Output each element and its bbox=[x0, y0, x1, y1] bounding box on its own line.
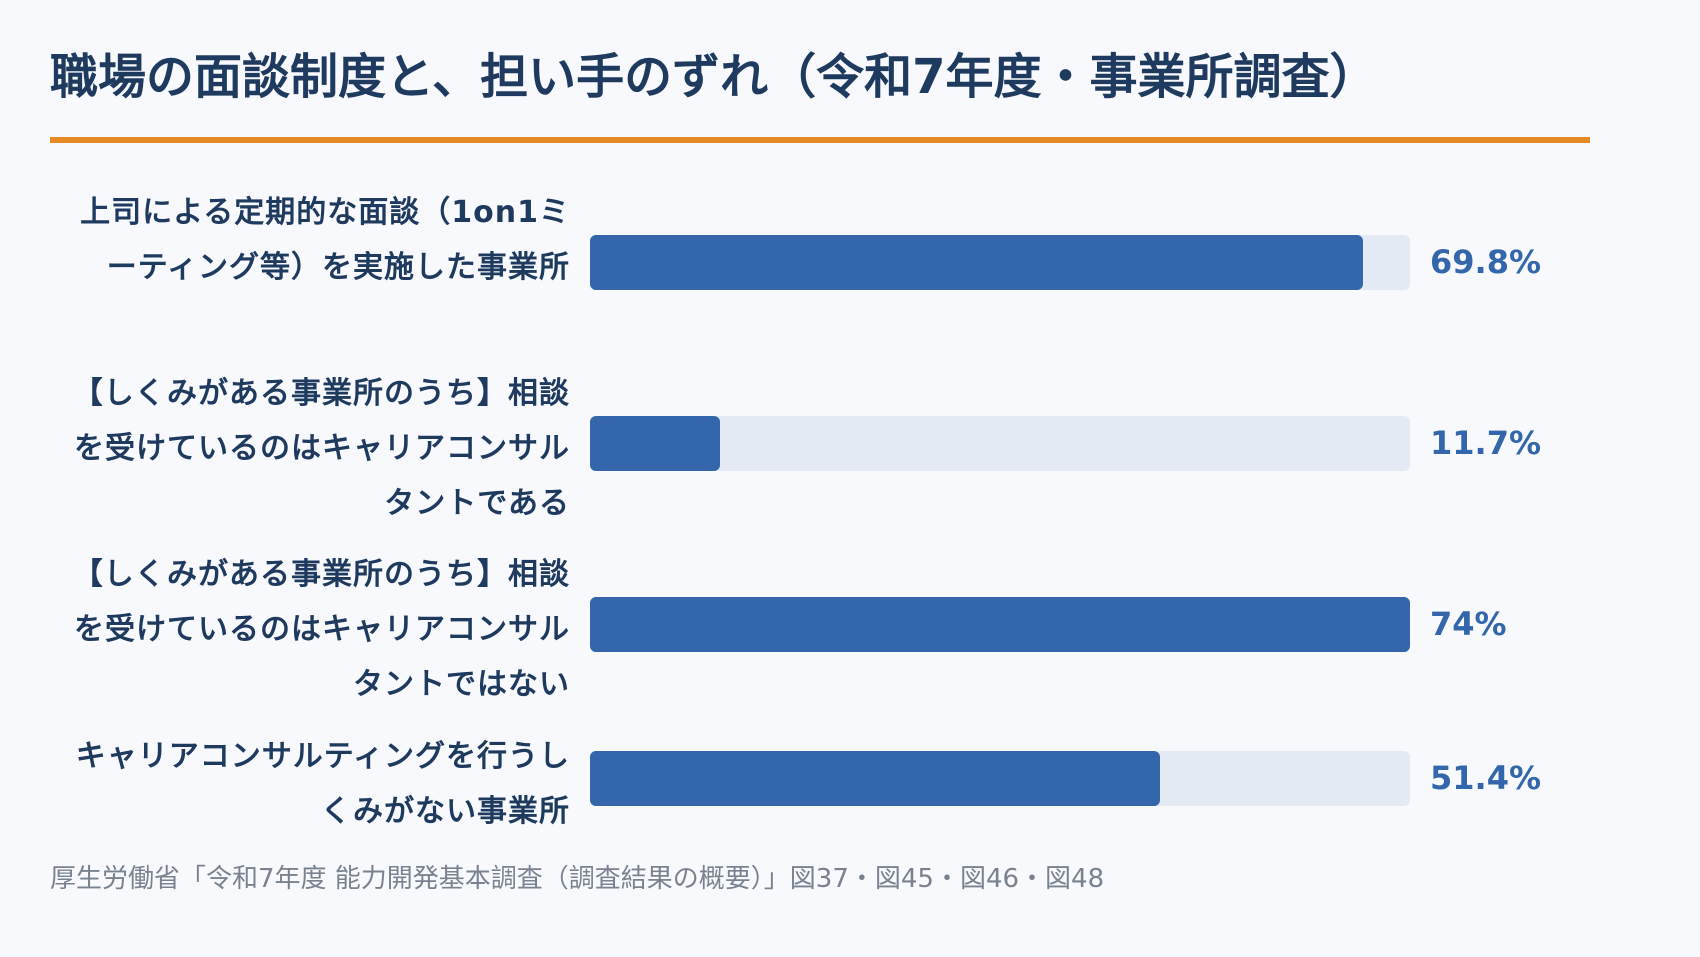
source-note: 厚生労働省「令和7年度 能力開発基本調査（調査結果の概要）」図37・図45・図4… bbox=[50, 864, 1105, 894]
chart-title: 職場の面談制度と、担い手のずれ（令和7年度・事業所調査） bbox=[50, 49, 1378, 105]
bar bbox=[590, 416, 720, 471]
bar-track bbox=[590, 416, 1410, 471]
title-underline bbox=[50, 137, 1590, 143]
bar-label: 上司による定期的な面談（1on1ミーティング等）を実施した事業所 bbox=[80, 195, 570, 285]
bar-value-label: 74% bbox=[1430, 605, 1507, 643]
bar bbox=[590, 751, 1160, 806]
bar-track bbox=[590, 751, 1410, 806]
bar-value-label: 51.4% bbox=[1430, 759, 1542, 797]
bar-track bbox=[590, 597, 1410, 652]
bar bbox=[590, 597, 1410, 652]
bar bbox=[590, 235, 1363, 290]
bar-label: 【しくみがある事業所のうち】相談を受けているのはキャリアコンサルタントではない bbox=[72, 557, 570, 702]
bar-value-label: 69.8% bbox=[1430, 243, 1542, 281]
bar-label: 【しくみがある事業所のうち】相談を受けているのはキャリアコンサルタントである bbox=[72, 376, 570, 521]
bar-track bbox=[590, 235, 1410, 290]
bar-value-label: 11.7% bbox=[1430, 424, 1542, 462]
bar-label: キャリアコンサルティングを行うしくみがない事業所 bbox=[75, 739, 570, 829]
